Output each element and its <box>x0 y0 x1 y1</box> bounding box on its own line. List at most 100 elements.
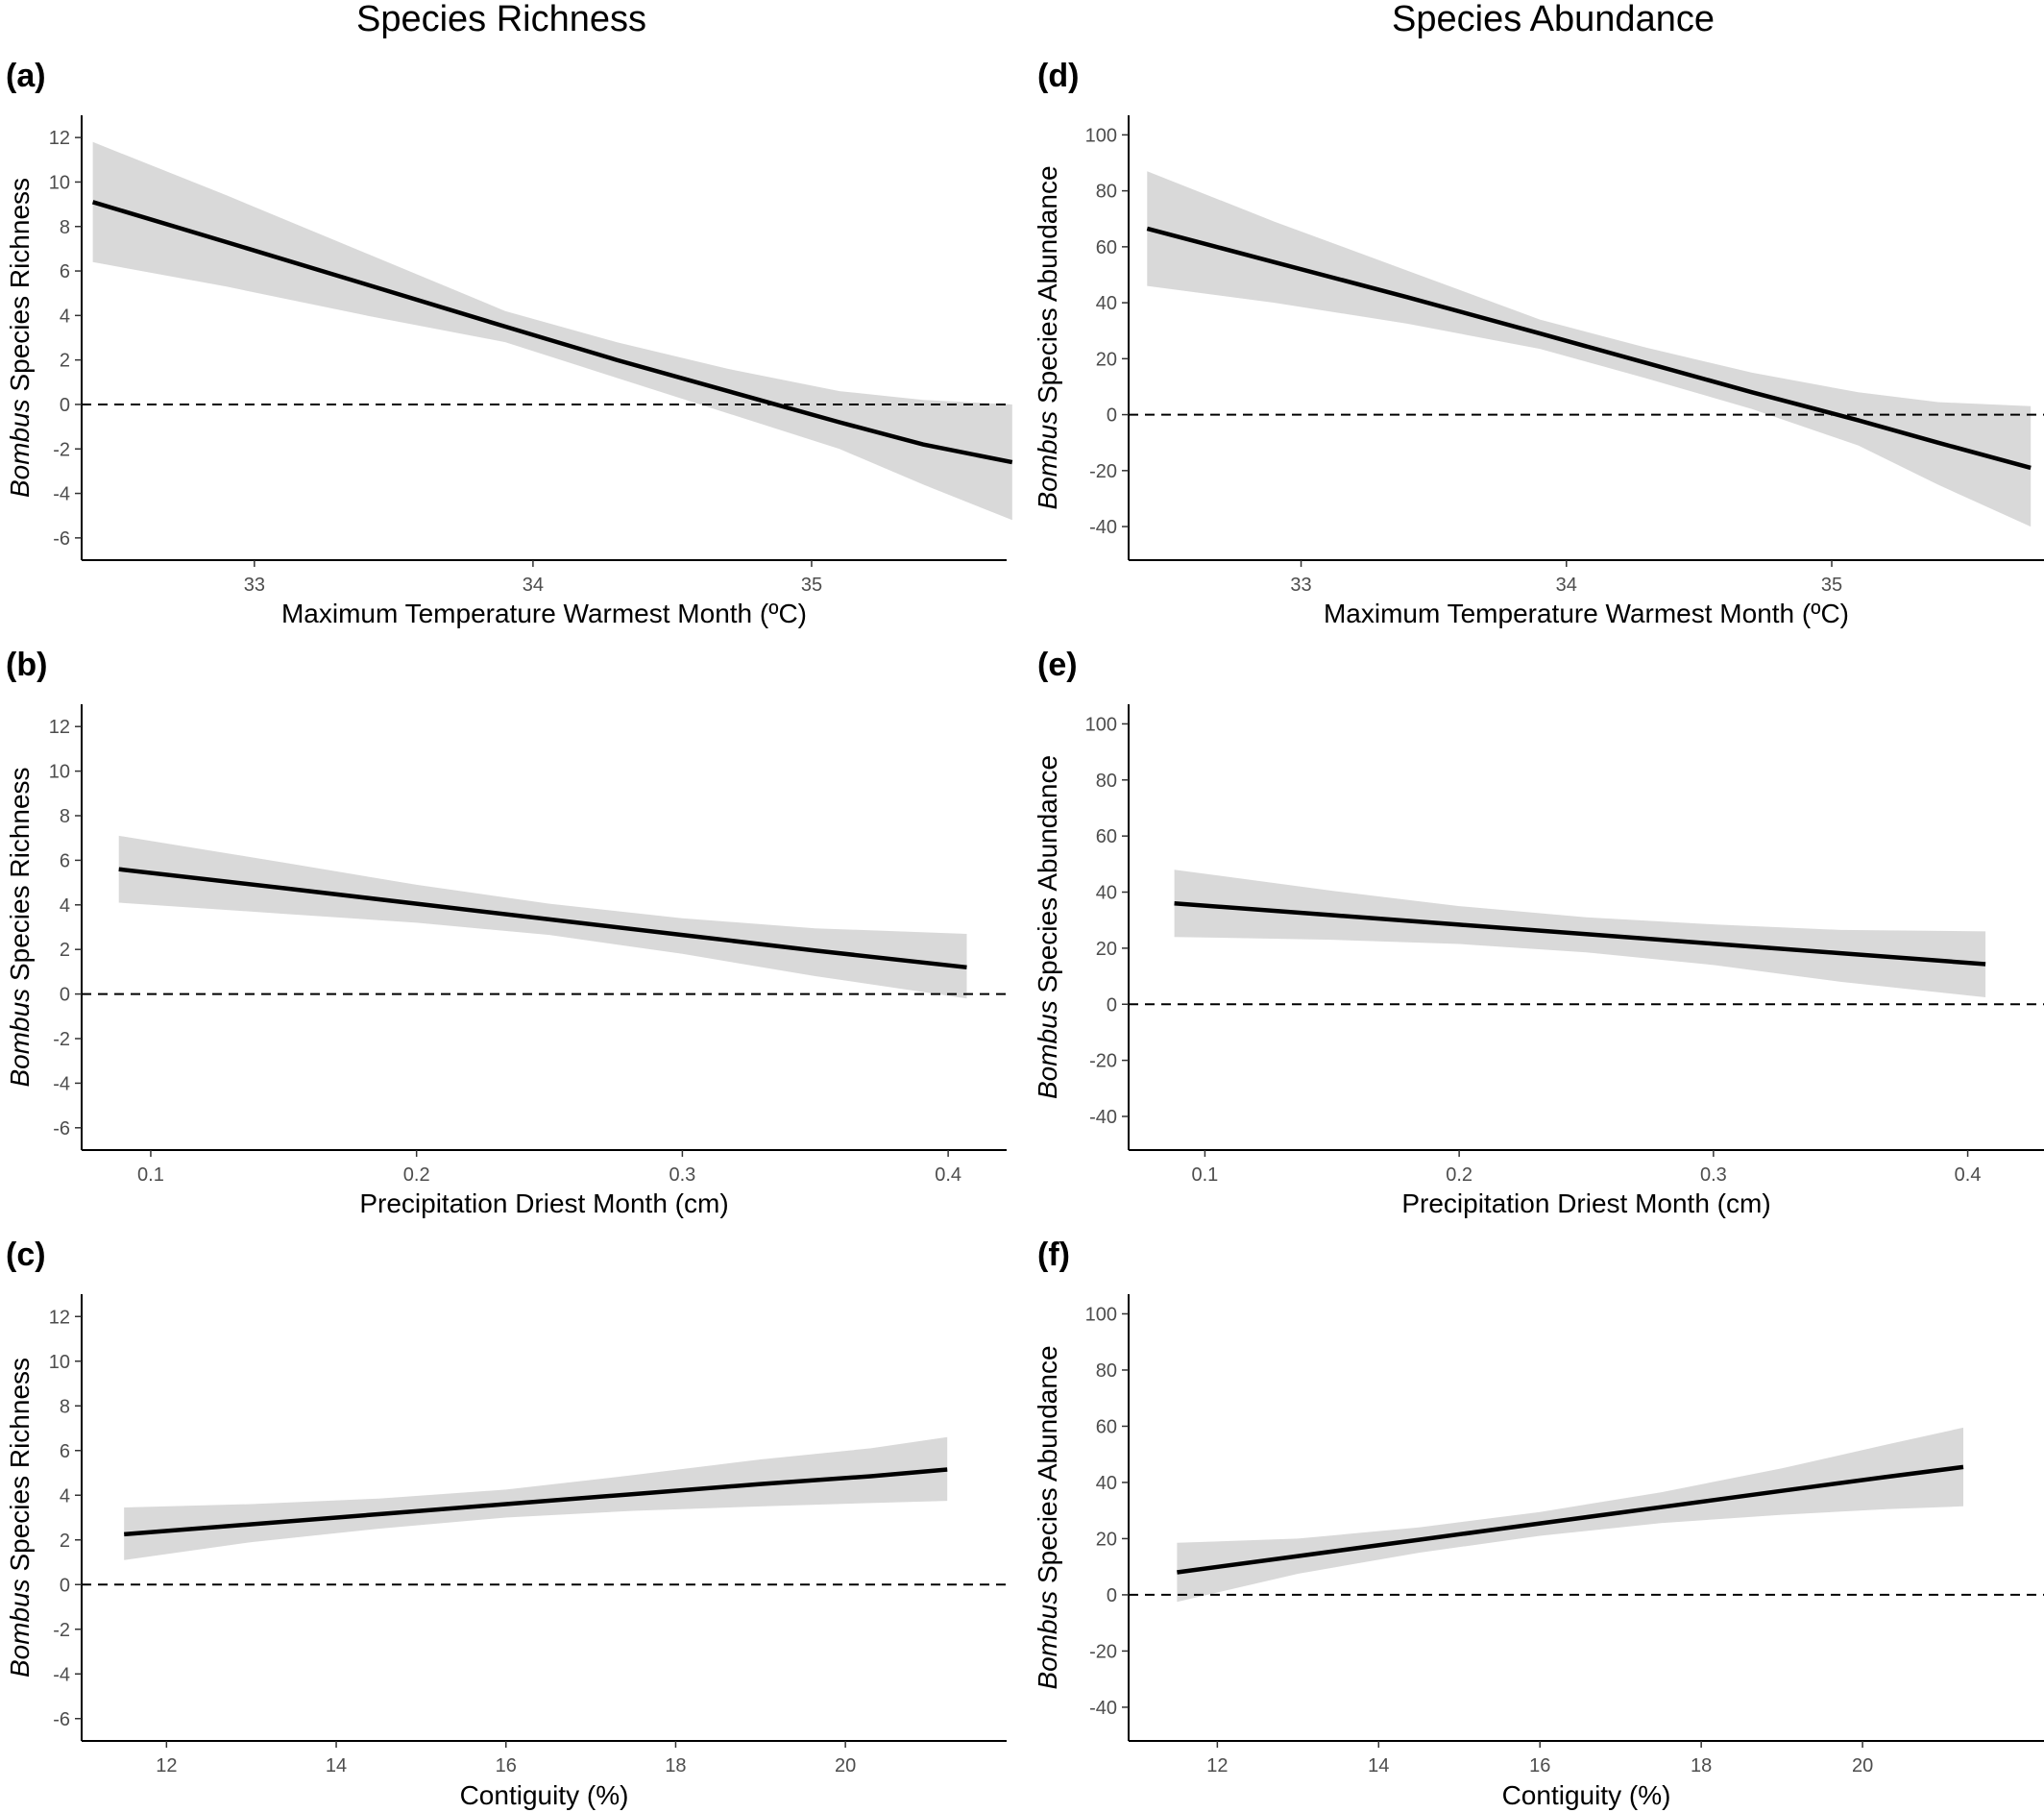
panel-e: (e) -40 -20 0 20 40 60 80 100 0.1 0.2 0.3 0.4 Precipi… <box>1033 647 2044 1218</box>
panel-a-y-tick-label: -2 <box>53 439 70 460</box>
panel-c-x-axis-title: Contiguity (%) <box>460 1780 629 1810</box>
panel-b-y-tick-label: 6 <box>60 850 70 871</box>
panel-a-y-axis-title-rest: Species Richness <box>5 178 35 399</box>
panel-d-y-tick-label: 40 <box>1096 293 1117 314</box>
panel-d-y-tick-label: 0 <box>1107 405 1117 427</box>
panel-e-y-tick-label: -20 <box>1089 1051 1117 1072</box>
panel-a-y-tick-label: 0 <box>60 395 70 416</box>
panel-b-y-tick-label: 8 <box>60 806 70 827</box>
panel-f-y-tick-label: 40 <box>1096 1473 1117 1494</box>
panel-c-x-tick-label: 18 <box>665 1755 686 1776</box>
panel-e-y-tick-label: 20 <box>1096 939 1117 960</box>
panel-e-y-tick-label: 60 <box>1096 826 1117 847</box>
panel-c-y-tick-label: 12 <box>49 1307 70 1328</box>
panel-f-x-tick-label: 18 <box>1691 1755 1712 1776</box>
panel-f-fit-line <box>1177 1464 1964 1575</box>
panel-a-y-axis-title-genus: Bombus <box>5 399 35 498</box>
panel-c-y-tick-label: 10 <box>49 1352 70 1373</box>
panel-e-y-tick-label: 80 <box>1096 771 1117 792</box>
panel-c-x-tick-label: 14 <box>326 1755 347 1776</box>
panel-b-y-tick-label: 10 <box>49 762 70 783</box>
panel-f-y-tick-label: 100 <box>1085 1304 1117 1325</box>
panel-c-y-tick-label: 0 <box>60 1575 70 1596</box>
panel-a-y-tick-label: 8 <box>60 217 70 238</box>
panel-d-y-tick-label: 80 <box>1096 182 1117 203</box>
panel-a-fit-line <box>91 200 1013 465</box>
panel-c-y-tick-label: 6 <box>60 1441 70 1462</box>
panel-f-y-tick-label: 0 <box>1107 1585 1117 1606</box>
panel-e-label: (e) <box>1037 647 1078 683</box>
panel-c-y-tick-label: -4 <box>53 1664 70 1685</box>
column-title-abundance: Species Abundance <box>1392 0 1715 39</box>
panel-b-y-axis-title-genus: Bombus <box>5 989 35 1088</box>
panel-c-y-tick-label: -6 <box>53 1709 70 1730</box>
panel-b-y-axis-title: Bombus Species Richness <box>5 767 35 1087</box>
panel-c-confidence-band <box>124 1436 948 1560</box>
panel-f: (f) -40 -20 0 20 40 60 80 100 12 14 16 18 20 Contiguit… <box>1033 1237 2044 1810</box>
panel-d-y-axis-title-genus: Bombus <box>1033 411 1062 510</box>
panel-d-label: (d) <box>1037 58 1079 94</box>
panel-f-y-axis-title: Bombus Species Abundance <box>1033 1345 1062 1689</box>
panel-a-y-tick-label: 4 <box>60 306 70 327</box>
panel-e-y-tick-label: -40 <box>1089 1107 1117 1128</box>
panel-f-x-tick-label: 16 <box>1529 1755 1550 1776</box>
panel-e-y-tick-label: 0 <box>1107 994 1117 1016</box>
panel-a-confidence-band <box>92 141 1012 521</box>
panel-f-x-tick-label: 20 <box>1852 1755 1873 1776</box>
panel-f-y-axis-title-genus: Bombus <box>1033 1591 1062 1690</box>
panel-f-y-tick-label: 60 <box>1096 1416 1117 1437</box>
panel-b-y-tick-label: -4 <box>53 1073 70 1094</box>
panel-b-fit-line <box>118 867 967 970</box>
panel-c-y-axis-title-genus: Bombus <box>5 1579 35 1678</box>
panel-e-x-tick-label: 0.4 <box>1955 1164 1982 1186</box>
panel-b: (b) -6 -4 -2 0 2 4 6 8 10 12 0.1 0.2 0.3 0.4 Precipitat… <box>5 647 1007 1218</box>
panel-a-y-tick-label: -4 <box>53 484 70 505</box>
panel-d-y-axis-title-rest: Species Abundance <box>1033 165 1062 410</box>
panel-c-x-tick-label: 16 <box>496 1755 517 1776</box>
panel-d-x-tick-label: 33 <box>1290 575 1311 596</box>
panel-d-y-tick-label: -40 <box>1089 517 1117 538</box>
panel-a-label: (a) <box>6 58 46 94</box>
panel-d-fit-line <box>1146 226 2032 471</box>
panel-b-x-tick-label: 0.2 <box>403 1164 430 1186</box>
panel-f-x-tick-label: 12 <box>1206 1755 1228 1776</box>
panel-f-y-tick-label: -40 <box>1089 1698 1117 1719</box>
panel-a-y-tick-label: 10 <box>49 172 70 193</box>
column-title-richness: Species Richness <box>356 0 646 39</box>
panel-a-x-tick-label: 33 <box>244 575 265 596</box>
panel-c-x-tick-label: 20 <box>835 1755 856 1776</box>
panel-a-y-tick-label: 12 <box>49 128 70 149</box>
panel-f-x-tick-label: 14 <box>1368 1755 1389 1776</box>
panel-b-y-tick-label: 0 <box>60 985 70 1006</box>
panel-e-y-tick-label: 100 <box>1085 714 1117 735</box>
panel-d-x-axis-title: Maximum Temperature Warmest Month (ºC) <box>1324 599 1849 628</box>
panel-b-x-axis-title: Precipitation Driest Month (cm) <box>359 1188 728 1218</box>
panel-e-y-tick-label: 40 <box>1096 883 1117 904</box>
panel-e-y-axis-title-rest: Species Abundance <box>1033 755 1062 1000</box>
panel-c-y-tick-label: 8 <box>60 1396 70 1417</box>
panel-e-y-axis-title: Bombus Species Abundance <box>1033 755 1062 1099</box>
panel-a-y-tick-label: 6 <box>60 261 70 282</box>
panel-a-y-tick-label: 2 <box>60 351 70 372</box>
panel-b-x-tick-label: 0.3 <box>669 1164 695 1186</box>
panel-c-label: (c) <box>6 1237 46 1273</box>
panel-e-y-axis-title-genus: Bombus <box>1033 1000 1062 1099</box>
panel-d-x-tick-label: 34 <box>1556 575 1577 596</box>
panel-a-y-axis-title: Bombus Species Richness <box>5 178 35 498</box>
panel-c-y-tick-label: -2 <box>53 1620 70 1641</box>
panel-e-x-tick-label: 0.2 <box>1446 1164 1472 1186</box>
panel-f-y-tick-label: 20 <box>1096 1529 1117 1550</box>
panel-d-y-tick-label: 20 <box>1096 349 1117 370</box>
panel-b-y-tick-label: -6 <box>53 1118 70 1139</box>
panel-f-x-axis-title: Contiguity (%) <box>1502 1780 1671 1810</box>
panel-a: (a) -6 -4 -2 0 2 4 6 8 10 12 33 34 35 Maximum Temperat… <box>5 58 1013 628</box>
panel-d: (d) -40 -20 0 20 40 60 80 100 33 34 35 Maximum Tempe… <box>1033 58 2044 628</box>
panel-b-y-tick-label: -2 <box>53 1029 70 1050</box>
panel-f-y-tick-label: -20 <box>1089 1641 1117 1662</box>
panel-e-x-tick-label: 0.1 <box>1192 1164 1219 1186</box>
panel-a-y-tick-label: -6 <box>53 528 70 550</box>
panel-a-x-tick-label: 35 <box>801 575 822 596</box>
panel-f-y-axis-title-rest: Species Abundance <box>1033 1345 1062 1590</box>
